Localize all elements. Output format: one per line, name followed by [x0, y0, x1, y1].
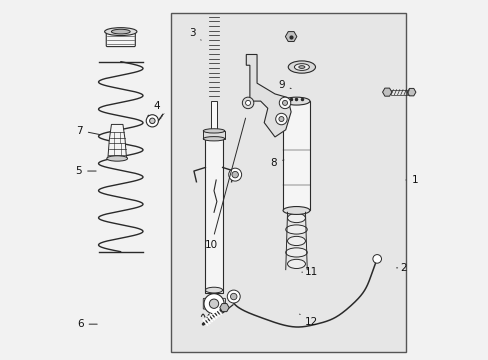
FancyBboxPatch shape — [106, 32, 135, 46]
Circle shape — [278, 117, 284, 122]
Circle shape — [372, 255, 381, 263]
Ellipse shape — [283, 97, 309, 105]
Text: 1: 1 — [405, 175, 417, 185]
Circle shape — [203, 294, 224, 314]
Ellipse shape — [287, 61, 315, 73]
Bar — [203, 131, 224, 139]
Circle shape — [242, 97, 253, 109]
Text: 7: 7 — [76, 126, 100, 135]
Bar — [283, 101, 309, 211]
Bar — [205, 139, 222, 293]
Ellipse shape — [203, 129, 224, 133]
Circle shape — [149, 118, 155, 123]
Text: 5: 5 — [75, 166, 96, 176]
FancyBboxPatch shape — [219, 298, 225, 309]
Circle shape — [279, 97, 290, 109]
Ellipse shape — [111, 29, 130, 34]
Text: 12: 12 — [299, 314, 318, 327]
Circle shape — [227, 290, 240, 303]
Text: 9: 9 — [278, 80, 290, 90]
Ellipse shape — [285, 225, 306, 234]
FancyBboxPatch shape — [203, 298, 208, 309]
Ellipse shape — [287, 259, 305, 269]
Text: 11: 11 — [301, 267, 318, 277]
Bar — [210, 101, 217, 132]
Circle shape — [231, 171, 238, 178]
Circle shape — [275, 113, 286, 125]
Text: 3: 3 — [189, 28, 201, 40]
Text: 4: 4 — [147, 102, 160, 116]
Circle shape — [230, 293, 237, 300]
Ellipse shape — [203, 136, 224, 141]
Ellipse shape — [298, 66, 305, 68]
Ellipse shape — [285, 248, 306, 257]
Text: 2: 2 — [396, 263, 406, 273]
Ellipse shape — [287, 213, 305, 222]
Text: 6: 6 — [77, 319, 97, 329]
Circle shape — [209, 299, 218, 309]
Circle shape — [146, 115, 158, 127]
Bar — [171, 13, 405, 352]
Circle shape — [245, 100, 250, 105]
Ellipse shape — [106, 156, 127, 161]
Ellipse shape — [287, 237, 305, 246]
Ellipse shape — [294, 64, 309, 71]
Polygon shape — [246, 54, 290, 137]
Text: 10: 10 — [204, 118, 245, 249]
Text: 8: 8 — [270, 158, 284, 168]
Circle shape — [282, 100, 287, 105]
Ellipse shape — [205, 287, 222, 293]
Polygon shape — [108, 125, 126, 158]
Circle shape — [228, 168, 241, 181]
Ellipse shape — [283, 207, 309, 215]
Ellipse shape — [104, 28, 137, 36]
